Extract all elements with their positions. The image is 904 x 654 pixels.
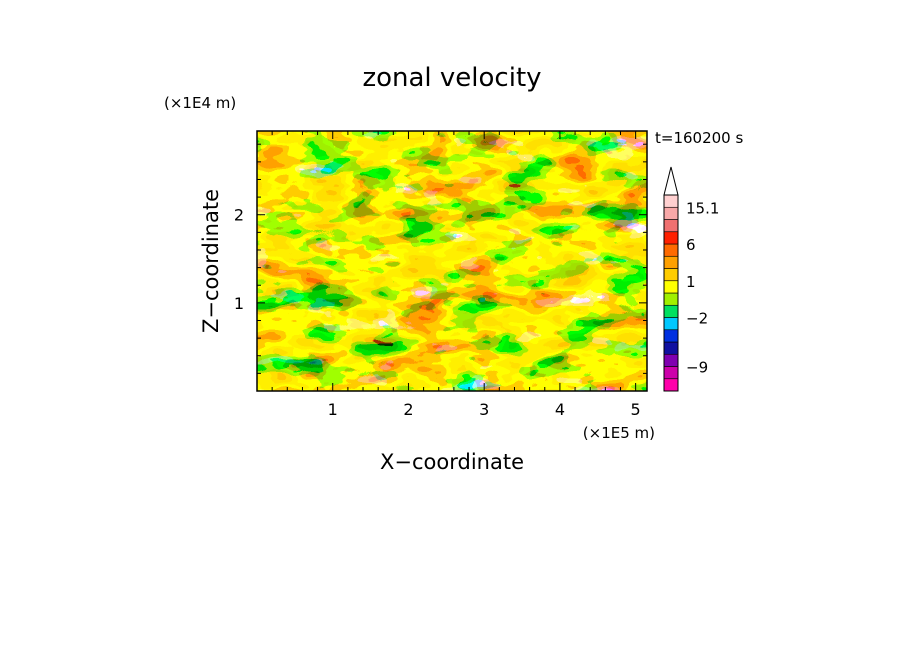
colorbar-swatch xyxy=(663,206,679,220)
colorbar-arrow xyxy=(663,166,679,196)
x-axis-ticks: 1 2 3 4 5 xyxy=(271,131,641,419)
colorbar-swatch xyxy=(663,268,679,282)
contour-field xyxy=(257,131,647,391)
x-tick-label: 1 xyxy=(328,400,338,419)
colorbar-swatch xyxy=(663,353,679,367)
colorbar-swatch xyxy=(663,219,679,233)
colorbar-frame xyxy=(663,194,679,392)
colorbar-label: 1 xyxy=(686,273,696,291)
y-axis-label: Z−coordinate xyxy=(199,189,223,333)
time-label: t=160200 s xyxy=(655,129,743,147)
x-tick-label: 2 xyxy=(403,400,413,419)
colorbar: 15.1 6 1 −2 −9 xyxy=(663,166,719,392)
x-tick-label: 3 xyxy=(479,400,489,419)
y-axis-unit: (×1E4 m) xyxy=(164,94,236,112)
colorbar-swatch xyxy=(663,292,679,306)
colorbar-swatch xyxy=(663,194,679,208)
chart-title: zonal velocity xyxy=(362,63,541,93)
colorbar-swatch xyxy=(663,255,679,269)
x-tick-label: 5 xyxy=(631,400,641,419)
colorbar-label: 15.1 xyxy=(686,199,719,217)
colorbar-swatch xyxy=(663,341,679,355)
colorbar-label: −9 xyxy=(686,359,708,377)
colorbar-swatch xyxy=(663,243,679,257)
colorbar-swatch xyxy=(663,280,679,294)
x-axis-label: X−coordinate xyxy=(380,450,524,474)
colorbar-swatch xyxy=(663,304,679,318)
colorbar-swatch xyxy=(663,329,679,343)
colorbar-swatch xyxy=(663,317,679,331)
y-axis-ticks: 12 xyxy=(234,143,647,374)
x-tick-label: 4 xyxy=(555,400,565,419)
colorbar-swatch xyxy=(663,231,679,245)
x-axis-unit: (×1E5 m) xyxy=(583,424,655,442)
y-tick-label: 1 xyxy=(234,294,244,313)
y-tick-label: 2 xyxy=(234,206,244,225)
colorbar-swatch xyxy=(663,378,679,392)
colorbar-label: 6 xyxy=(686,236,696,254)
colorbar-swatch xyxy=(663,366,679,380)
plot-frame xyxy=(256,130,648,392)
colorbar-label: −2 xyxy=(686,310,708,328)
